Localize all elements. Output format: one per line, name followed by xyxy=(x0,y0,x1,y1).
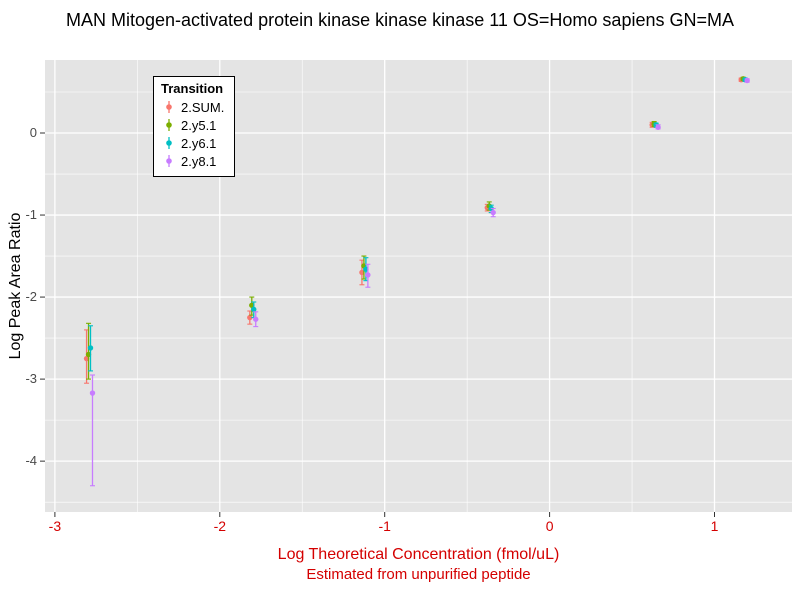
data-point xyxy=(365,272,371,278)
x-axis-title: Log Theoretical Concentration (fmol/uL) … xyxy=(45,545,792,585)
y-tick-label: -4 xyxy=(25,453,37,468)
legend-pointrange-icon xyxy=(166,101,172,113)
data-point xyxy=(253,316,259,322)
legend-item-label: 2.SUM. xyxy=(181,99,225,115)
x-tick-label: 1 xyxy=(711,518,719,534)
legend-item-label: 2.y6.1 xyxy=(181,135,217,151)
x-tick-label: 0 xyxy=(546,518,554,534)
legend-pointrange-icon xyxy=(166,119,172,131)
legend-item-label: 2.y5.1 xyxy=(181,117,217,133)
data-point xyxy=(89,390,96,396)
y-tick-label: -1 xyxy=(25,207,37,222)
x-axis-title-line2: Estimated from unpurified peptide xyxy=(306,566,531,583)
series-2.y8.1 xyxy=(89,77,750,487)
y-tick-label: -2 xyxy=(25,289,37,304)
legend-item-label: 2.y8.1 xyxy=(181,153,217,169)
y-tick-label: 0 xyxy=(30,125,37,140)
chart-title: MAN Mitogen-activated protein kinase kin… xyxy=(66,10,734,30)
y-tick-label: -3 xyxy=(25,371,37,386)
legend-item-2.SUM.: 2.SUM. xyxy=(161,98,224,116)
x-tick-label: -3 xyxy=(49,518,62,534)
data-point xyxy=(655,124,661,130)
legend-item-2.y5.1: 2.y5.1 xyxy=(161,116,224,134)
legend-pointrange-icon xyxy=(166,155,172,167)
data-point xyxy=(744,77,750,84)
data-point xyxy=(490,209,496,216)
legend: Transition 2.SUM. 2.y5.1 2.y6.1 2.y8.1 xyxy=(153,76,236,177)
x-tick-label: -1 xyxy=(378,518,391,534)
x-tick-label: -2 xyxy=(214,518,227,534)
legend-items: 2.SUM. 2.y5.1 2.y6.1 2.y8.1 xyxy=(161,98,224,170)
legend-item-2.y8.1: 2.y8.1 xyxy=(161,152,224,170)
data-point xyxy=(247,314,253,321)
legend-item-2.y6.1: 2.y6.1 xyxy=(161,134,224,152)
legend-pointrange-icon xyxy=(166,137,172,149)
data-point xyxy=(87,345,94,351)
x-axis-title-line1: Log Theoretical Concentration (fmol/uL) xyxy=(277,546,560,563)
legend-title: Transition xyxy=(161,81,224,96)
data-point xyxy=(251,306,257,313)
